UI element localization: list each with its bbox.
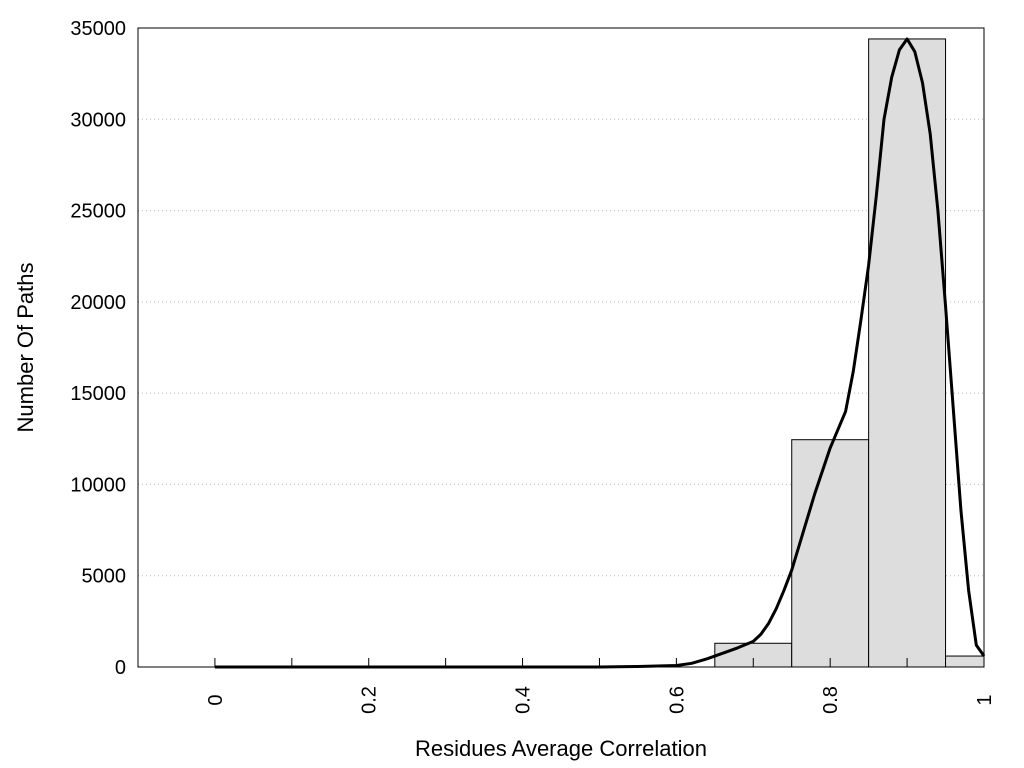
- x-tick-label: 0.4: [513, 686, 535, 714]
- curve-layer: [214, 37, 986, 669]
- histogram-bar: [945, 655, 985, 668]
- y-tick-label: 5000: [82, 566, 127, 588]
- histogram-bar: [868, 38, 947, 668]
- bars-layer: [714, 38, 985, 668]
- x-tick-label: 0: [205, 694, 227, 705]
- y-tick-label: 35000: [70, 18, 126, 40]
- x-tick-label: 0.2: [359, 686, 381, 714]
- y-tick-label: 20000: [70, 292, 126, 314]
- x-tick-label: 0.6: [666, 686, 688, 714]
- plot-frame: [137, 27, 985, 668]
- y-tick-label: 0: [115, 657, 126, 679]
- y-tick-label: 25000: [70, 201, 126, 223]
- x-tick-label: 1: [974, 694, 996, 705]
- y-axis-title: Number Of Paths: [13, 263, 38, 433]
- x-tick-label: 0.8: [820, 686, 842, 714]
- x-axis-title: Residues Average Correlation: [415, 736, 707, 761]
- fit-curve: [214, 37, 986, 669]
- y-tick-label: 15000: [70, 383, 126, 405]
- y-tick-label: 10000: [70, 474, 126, 496]
- ticks-layer: 0 5000 10000 15000 20000 25000 30000 35000 0 0.2 0…: [70, 18, 996, 714]
- y-tick-label: 30000: [70, 109, 126, 131]
- histogram-bar: [791, 439, 870, 668]
